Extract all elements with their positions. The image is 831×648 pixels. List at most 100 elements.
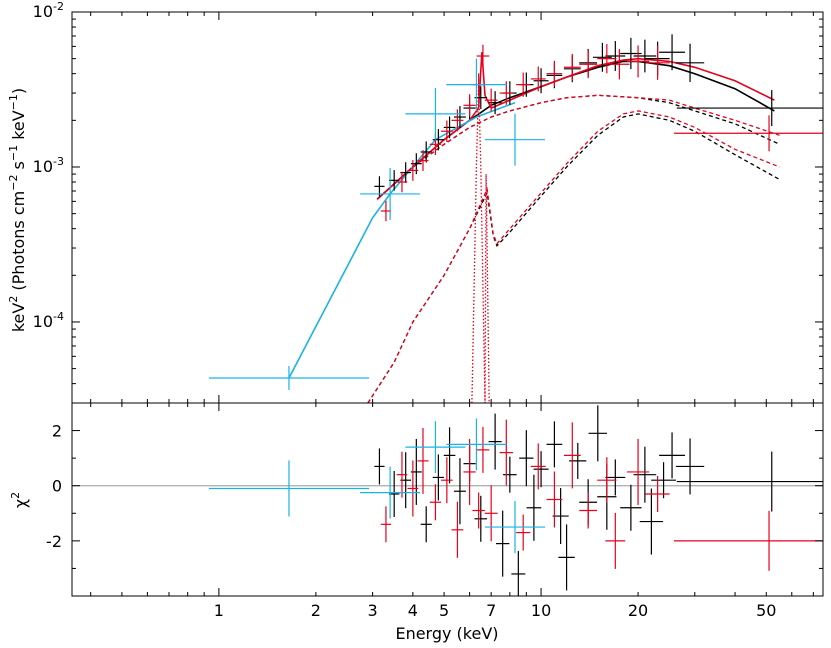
series-model-red — [376, 52, 775, 200]
resid-red-point-13 — [530, 443, 546, 490]
x-tick-label-2: 3 — [368, 601, 378, 620]
data-red-point-9 — [476, 44, 490, 68]
resid-black-point-27 — [639, 488, 664, 555]
ylabel-keV: keV — [9, 303, 28, 333]
resid-black-point-31 — [676, 451, 823, 512]
resid-red-point-11 — [499, 419, 514, 486]
resid-black-point-14 — [519, 430, 534, 487]
x-tick-label-7: 20 — [628, 601, 648, 620]
data-red-point-21 — [674, 115, 823, 152]
data-black-point-6 — [443, 116, 456, 139]
resid-cyan-point-1 — [360, 466, 421, 519]
resid-black-point-16 — [533, 451, 549, 488]
x-tick-label-8: 50 — [756, 601, 776, 620]
data-red-point-14 — [546, 60, 563, 87]
series-comp1-red — [376, 94, 780, 200]
ylabel-kev2: keV — [9, 110, 28, 145]
series-comp2-red — [367, 110, 780, 403]
data-black-point-17 — [592, 42, 612, 72]
resid-red-point-7 — [463, 438, 476, 505]
data-red-point-0 — [380, 200, 392, 222]
spectrum-frame — [71, 11, 824, 404]
y-tick-label-base-0: 10 — [33, 2, 53, 21]
resid-black-point-30 — [675, 438, 705, 495]
y-axis-title-residuals: χ2 — [9, 492, 30, 508]
data-cyan-point-4 — [485, 113, 546, 166]
resid-red-point-1 — [396, 451, 408, 498]
data-black-point-22 — [659, 34, 685, 71]
series-model-black — [376, 60, 775, 200]
data-red-point-20 — [645, 45, 670, 80]
resid-black-point-17 — [546, 421, 563, 468]
data-cyan-point-2 — [405, 87, 466, 140]
data-red-point-17 — [597, 44, 617, 74]
data-red-point-10 — [484, 88, 498, 112]
resid-black-point-24 — [605, 459, 626, 496]
resid-black-point-28 — [651, 462, 676, 499]
resid-black-point-10 — [488, 413, 502, 470]
ylabel-close: ) — [9, 88, 28, 94]
resid-black-point-29 — [659, 432, 685, 479]
resid-red-point-16 — [579, 492, 598, 529]
resid-black-point-7 — [453, 458, 466, 525]
spectrum-ticks: 10-210-310-4 — [33, 0, 823, 404]
resid-y-tick-label-2: -2 — [46, 532, 62, 551]
resid-red-point-3 — [417, 427, 429, 494]
resid-red-point-17 — [597, 457, 617, 504]
resid-black-point-26 — [633, 446, 657, 503]
resid-black-point-11 — [496, 510, 510, 577]
resid-red-point-0 — [380, 506, 392, 543]
resid-red-point-2 — [407, 460, 419, 517]
series-comp1-black — [376, 94, 780, 200]
chi-symbol: χ — [11, 499, 30, 508]
resid-black-point-22 — [588, 405, 608, 462]
resid-red-point-15 — [563, 422, 581, 489]
ylabel-s: s — [9, 161, 28, 174]
data-red-point-7 — [463, 94, 476, 117]
residual-plot-area — [72, 405, 823, 596]
data-black-point-18 — [605, 41, 626, 71]
ylabel-sup1: 2 — [7, 296, 20, 303]
resid-black-point-4 — [420, 506, 432, 543]
data-red-point-13 — [530, 66, 546, 92]
resid-black-point-15 — [526, 474, 542, 541]
data-red-point-12 — [516, 72, 531, 97]
x-tick-label-3: 4 — [408, 601, 418, 620]
resid-cyan-point-0 — [208, 460, 369, 517]
resid-black-point-6 — [443, 427, 456, 484]
data-black-point-20 — [633, 39, 657, 73]
data-red-point-18 — [609, 49, 630, 80]
series-comp2-black — [367, 113, 780, 403]
y-tick-label-exp-1: -3 — [53, 155, 64, 168]
resid-black-point-12 — [503, 456, 517, 493]
resid-black-point-5 — [432, 454, 445, 501]
data-black-point-13 — [533, 68, 549, 94]
data-red-point-3 — [417, 150, 429, 172]
ylabel-sup2: −2 — [7, 175, 20, 191]
y-tick-label-1: 10-3 — [33, 155, 64, 176]
resid-red-point-9 — [476, 426, 490, 473]
resid-black-point-25 — [620, 484, 642, 531]
y-axis-title-spectrum: keV2 (Photons cm−2 s−1 keV−1) — [7, 88, 28, 332]
resid-cyan-point-3 — [446, 418, 507, 471]
resid-y-tick-label-0: 2 — [52, 422, 62, 441]
data-black-point-24 — [676, 90, 823, 127]
data-red-point-2 — [407, 160, 419, 181]
series-iron-line — [471, 82, 490, 403]
resid-black-point-9 — [474, 495, 488, 542]
ylabel-photons: (Photons cm — [9, 191, 28, 296]
series-model-cyan — [288, 101, 516, 379]
y-tick-label-base-1: 10 — [33, 157, 53, 176]
data-cyan-point-0 — [208, 365, 369, 390]
resid-red-point-5 — [441, 457, 453, 504]
y-tick-label-exp-0: -2 — [53, 0, 64, 13]
data-black-point-7 — [453, 106, 466, 129]
data-black-point-5 — [432, 129, 445, 151]
spectrum-panel: 10-210-310-4 — [33, 0, 824, 404]
data-red-point-16 — [579, 50, 598, 79]
x-tick-label-6: 10 — [531, 601, 551, 620]
resid-red-point-8 — [472, 492, 485, 529]
